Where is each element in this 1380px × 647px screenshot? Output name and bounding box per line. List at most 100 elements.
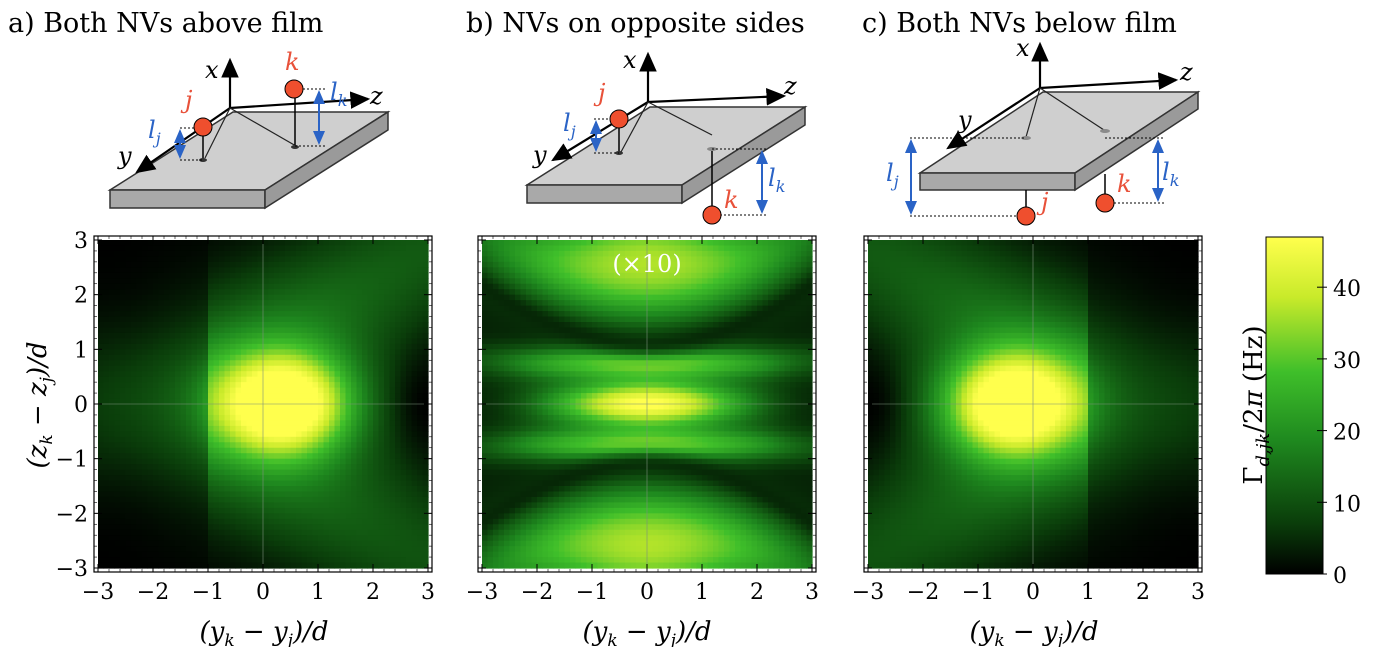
heatmap-cell <box>246 294 253 301</box>
heatmap-cell <box>186 404 193 411</box>
heatmap-cell <box>252 305 259 312</box>
heatmap-cell <box>526 458 533 465</box>
heatmap-cell <box>114 272 121 279</box>
heatmap-cell <box>219 332 226 339</box>
heatmap-cell <box>378 540 385 547</box>
heatmap-cell <box>367 261 374 268</box>
heatmap-cell <box>109 365 116 372</box>
heatmap-cell <box>542 393 549 400</box>
heatmap-cell <box>417 513 424 520</box>
heatmap-cell <box>400 261 407 268</box>
heatmap-cell <box>520 349 527 356</box>
heatmap-cell <box>109 371 116 378</box>
heatmap-cell <box>312 480 319 487</box>
heatmap-cell <box>125 316 132 323</box>
heatmap-cell <box>318 540 325 547</box>
heatmap-cell <box>147 529 154 536</box>
heatmap-cell <box>318 261 325 268</box>
heatmap-cell <box>186 420 193 427</box>
heatmap-cell <box>296 540 303 547</box>
heatmap-cell <box>318 316 325 323</box>
heatmap-cell <box>147 311 154 318</box>
heatmap-cell <box>586 256 593 263</box>
heatmap-cell <box>384 464 391 471</box>
heatmap-cell <box>98 409 105 416</box>
heatmap-cell <box>296 546 303 553</box>
heatmap-cell <box>169 250 176 257</box>
heatmap-cell <box>378 349 385 356</box>
heatmap-cell <box>531 469 538 476</box>
heatmap-cell <box>509 409 516 416</box>
heatmap-cell <box>400 322 407 329</box>
heatmap-cell <box>197 513 204 520</box>
heatmap-cell <box>131 311 138 318</box>
heatmap-cell <box>98 398 105 405</box>
heatmap-cell <box>290 360 297 367</box>
heatmap-cell <box>362 535 369 542</box>
heatmap-cell <box>213 458 220 465</box>
heatmap-cell <box>389 250 396 257</box>
heatmap-cell <box>406 267 413 274</box>
heatmap-cell <box>482 535 489 542</box>
heatmap-cell <box>548 371 555 378</box>
heatmap-cell <box>482 513 489 520</box>
heatmap-cell <box>285 507 292 514</box>
heatmap-cell <box>263 261 270 268</box>
heatmap-cell <box>482 283 489 290</box>
heatmap-cell <box>268 529 275 536</box>
heatmap-cell <box>334 332 341 339</box>
heatmap-cell <box>131 431 138 438</box>
heatmap-cell <box>482 294 489 301</box>
heatmap-cell <box>224 300 231 307</box>
heatmap-cell <box>504 562 511 569</box>
heatmap-cell <box>564 513 571 520</box>
heatmap-cell <box>487 491 494 498</box>
heatmap-cell <box>384 278 391 285</box>
heatmap-cell <box>191 442 198 449</box>
heatmap-cell <box>296 316 303 323</box>
heatmap-cell <box>498 447 505 454</box>
heatmap-cell <box>384 261 391 268</box>
heatmap-cell <box>208 398 215 405</box>
heatmap-cell <box>197 404 204 411</box>
heatmap-cell <box>285 447 292 454</box>
heatmap-cell <box>191 518 198 525</box>
heatmap-cell <box>169 240 176 247</box>
heatmap-cell <box>362 562 369 569</box>
heatmap-cell <box>147 486 154 493</box>
heatmap-cell <box>186 546 193 553</box>
heatmap-cell <box>202 365 209 372</box>
heatmap-cell <box>498 491 505 498</box>
heatmap-cell <box>334 278 341 285</box>
heatmap-cell <box>263 322 270 329</box>
heatmap-cell <box>103 365 110 372</box>
heatmap-cell <box>356 513 363 520</box>
heatmap-cell <box>208 343 215 350</box>
heatmap-cell <box>279 436 286 443</box>
heatmap-cell <box>109 420 116 427</box>
heatmap-cell <box>356 409 363 416</box>
heatmap-cell <box>279 343 286 350</box>
heatmap-cell <box>208 447 215 454</box>
heatmap-cell <box>395 365 402 372</box>
heatmap-cell <box>142 311 149 318</box>
heatmap-cell <box>235 458 242 465</box>
heatmap-cell <box>142 349 149 356</box>
heatmap-cell <box>553 475 560 482</box>
heatmap-cell <box>136 557 143 564</box>
heatmap-cell <box>553 278 560 285</box>
heatmap-cell <box>296 496 303 503</box>
heatmap-cell <box>329 420 336 427</box>
heatmap-cell <box>537 240 544 247</box>
heatmap-cell <box>312 300 319 307</box>
heatmap-cell <box>208 414 215 421</box>
heatmap-cell <box>318 464 325 471</box>
heatmap-cell <box>301 453 308 460</box>
heatmap-cell <box>219 256 226 263</box>
heatmap-cell <box>109 240 116 247</box>
heatmap-cell <box>202 278 209 285</box>
heatmap-cell <box>142 442 149 449</box>
heatmap-cell <box>164 546 171 553</box>
heatmap-cell <box>114 327 121 334</box>
heatmap-cell <box>340 332 347 339</box>
